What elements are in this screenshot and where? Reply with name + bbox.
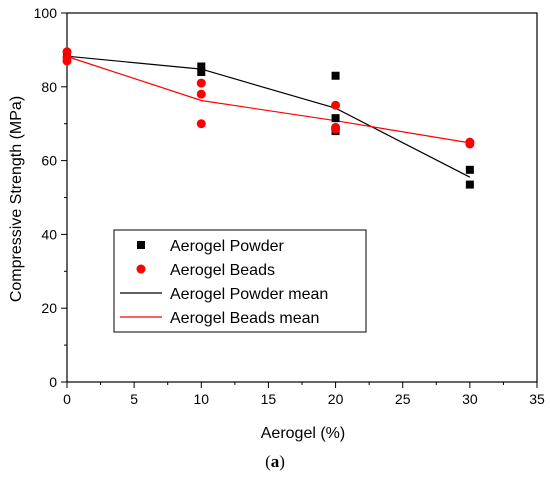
- mean-line: [66, 55, 471, 178]
- x-axis-title: Aerogel (%): [261, 425, 345, 442]
- data-point-powder: [465, 165, 474, 174]
- data-point-beads: [196, 119, 206, 129]
- x-tick-label: 15: [261, 391, 277, 407]
- data-point-beads: [196, 89, 206, 99]
- legend-label: Aerogel Powder: [170, 238, 285, 255]
- y-tick-label: 20: [41, 300, 57, 316]
- legend-square-marker: [137, 241, 145, 249]
- y-tick-label: 60: [41, 153, 57, 169]
- legend-label: Aerogel Beads: [170, 262, 275, 279]
- data-point-powder: [331, 114, 340, 123]
- data-point-beads: [62, 56, 72, 66]
- x-tick-label: 25: [395, 391, 411, 407]
- data-point-powder: [197, 68, 206, 77]
- y-axis-title: Compressive Strength (MPa): [8, 96, 25, 302]
- caption-open: (: [265, 452, 271, 471]
- plot-area: [62, 47, 475, 189]
- legend-box: [113, 229, 367, 333]
- data-point-powder: [331, 71, 340, 80]
- data-point-powder: [465, 180, 474, 189]
- data-point-beads: [465, 139, 475, 149]
- data-point-beads: [331, 124, 341, 134]
- y-tick-label: 0: [49, 374, 57, 390]
- caption-close: ): [279, 452, 285, 471]
- caption-letter: a: [271, 452, 280, 471]
- y-tick-label: 80: [41, 79, 57, 95]
- x-tick-label: 35: [529, 391, 545, 407]
- x-tick-label: 30: [462, 391, 478, 407]
- x-tick-label: 10: [193, 391, 209, 407]
- figure-caption: (a): [265, 452, 285, 471]
- data-point-beads: [331, 100, 341, 110]
- data-point-powder: [197, 62, 206, 71]
- legend-label: Aerogel Beads mean: [170, 310, 319, 327]
- legend-label: Aerogel Powder mean: [170, 286, 328, 303]
- axes: 0 5 10 15 20 25 30 35 0 20 40 60 80 100: [34, 5, 545, 407]
- data-point-beads: [196, 78, 206, 88]
- x-tick-label: 20: [328, 391, 344, 407]
- x-tick-label: 0: [63, 391, 71, 407]
- y-tick-label: 100: [34, 5, 58, 21]
- x-tick-label: 5: [130, 391, 138, 407]
- legend: Aerogel Powder Aerogel Beads Aerogel Powde…: [113, 229, 367, 333]
- y-tick-label: 40: [41, 226, 57, 242]
- legend-circle-marker: [136, 264, 146, 274]
- mean-line: [66, 55, 470, 144]
